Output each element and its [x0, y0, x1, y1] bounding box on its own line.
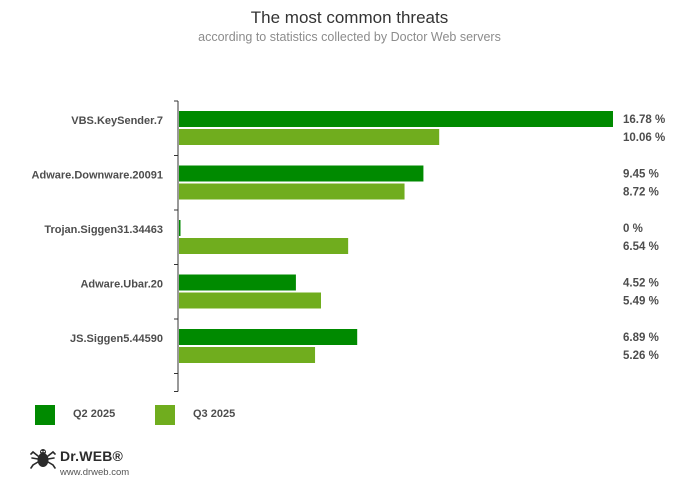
data-label-q2: 16.78 % — [623, 114, 665, 126]
category-label: Adware.Downware.20091 — [32, 170, 163, 182]
bar-q2 — [179, 220, 181, 236]
legend-swatch-q3 — [155, 405, 175, 425]
category-label: Adware.Ubar.20 — [80, 279, 163, 291]
bar-q2 — [179, 274, 296, 291]
bar-q3 — [179, 238, 349, 254]
bar-chart: VBS.KeySender.7 16.78 % 10.06 % Adware.Down… — [32, 100, 665, 392]
chart-title: The most common threats — [250, 8, 449, 27]
data-label-q3: 5.49 % — [623, 296, 659, 308]
bar-q2 — [179, 165, 424, 182]
legend-label-q2: Q2 2025 — [73, 408, 116, 420]
chart-subtitle: according to statistics collected by Doc… — [198, 30, 501, 44]
drweb-logo: Dr.WEB® www.drweb.com — [30, 447, 170, 487]
bar-q3 — [179, 292, 321, 309]
logo-wordmark: Dr.WEB® — [60, 448, 124, 464]
legend-swatch-q2 — [35, 405, 55, 425]
bar-q2 — [179, 329, 358, 345]
data-label-q2: 6.89 % — [623, 332, 659, 344]
bar-q2 — [179, 111, 613, 127]
bar-q3 — [179, 129, 440, 145]
spider-logo-icon — [30, 449, 56, 469]
data-label-q3: 5.26 % — [623, 350, 659, 362]
category-label: VBS.KeySender.7 — [71, 115, 163, 127]
data-label-q3: 10.06 % — [623, 132, 665, 144]
legend-label-q3: Q3 2025 — [193, 408, 236, 420]
data-label-q2: 0 % — [623, 223, 643, 235]
bar-q3 — [179, 347, 316, 363]
category-label: Trojan.Siggen31.34463 — [44, 224, 163, 236]
logo-url[interactable]: www.drweb.com — [60, 467, 130, 478]
bar-q3 — [179, 183, 405, 200]
category-label: JS.Siggen5.44590 — [70, 333, 163, 345]
data-label-q2: 4.52 % — [623, 278, 659, 290]
data-label-q3: 6.54 % — [623, 241, 659, 253]
data-label-q3: 8.72 % — [623, 187, 659, 199]
data-label-q2: 9.45 % — [623, 169, 659, 181]
